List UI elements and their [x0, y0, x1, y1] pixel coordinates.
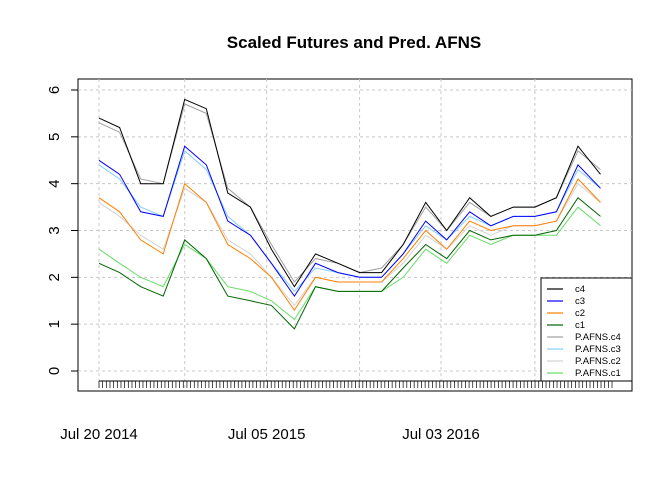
y-tick-label: 6: [46, 86, 63, 94]
y-tick-label: 5: [46, 133, 63, 141]
legend-label: c3: [575, 296, 585, 307]
grid: [78, 79, 632, 391]
series-line-c4: [98, 98, 601, 288]
y-tick-label: 0: [46, 367, 63, 375]
series-line-c2: [98, 178, 601, 311]
legend-box: [540, 277, 633, 382]
legend-label: c4: [575, 284, 585, 295]
legend: c4c3c2c1P.AFNS.c4P.AFNS.c3P.AFNS.c2P.AFN…: [540, 277, 633, 382]
series-line-p-afns-c3: [98, 150, 601, 293]
y-tick-label: 1: [46, 320, 63, 328]
chart-title: Scaled Futures and Pred. AFNS: [227, 33, 481, 52]
y-tick-label: 4: [46, 179, 63, 187]
legend-label: P.AFNS.c4: [575, 332, 621, 343]
legend-label: P.AFNS.c3: [575, 344, 621, 355]
series-line-c1: [98, 196, 601, 330]
series-line-p-afns-c4: [98, 103, 601, 283]
y-axis: 0 1 2 3 4 5 6: [46, 86, 79, 375]
x-tick-label: Jul 05 2015: [228, 426, 306, 443]
series-lines: [98, 98, 601, 330]
y-tick-label: 3: [46, 226, 63, 234]
legend-label: c2: [575, 308, 585, 319]
legend-label: P.AFNS.c2: [575, 356, 621, 367]
x-tick-label: Jul 03 2016: [402, 426, 480, 443]
series-line-c3: [98, 145, 601, 297]
series-line-p-afns-c1: [98, 206, 601, 321]
legend-label: P.AFNS.c1: [575, 368, 621, 379]
legend-label: c1: [575, 320, 585, 331]
series-line-p-afns-c2: [98, 182, 601, 307]
x-tick-label: Jul 20 2014: [60, 426, 138, 443]
y-tick-label: 2: [46, 273, 63, 281]
x-axis: Jul 20 2014 Jul 05 2015 Jul 03 2016: [60, 380, 613, 443]
